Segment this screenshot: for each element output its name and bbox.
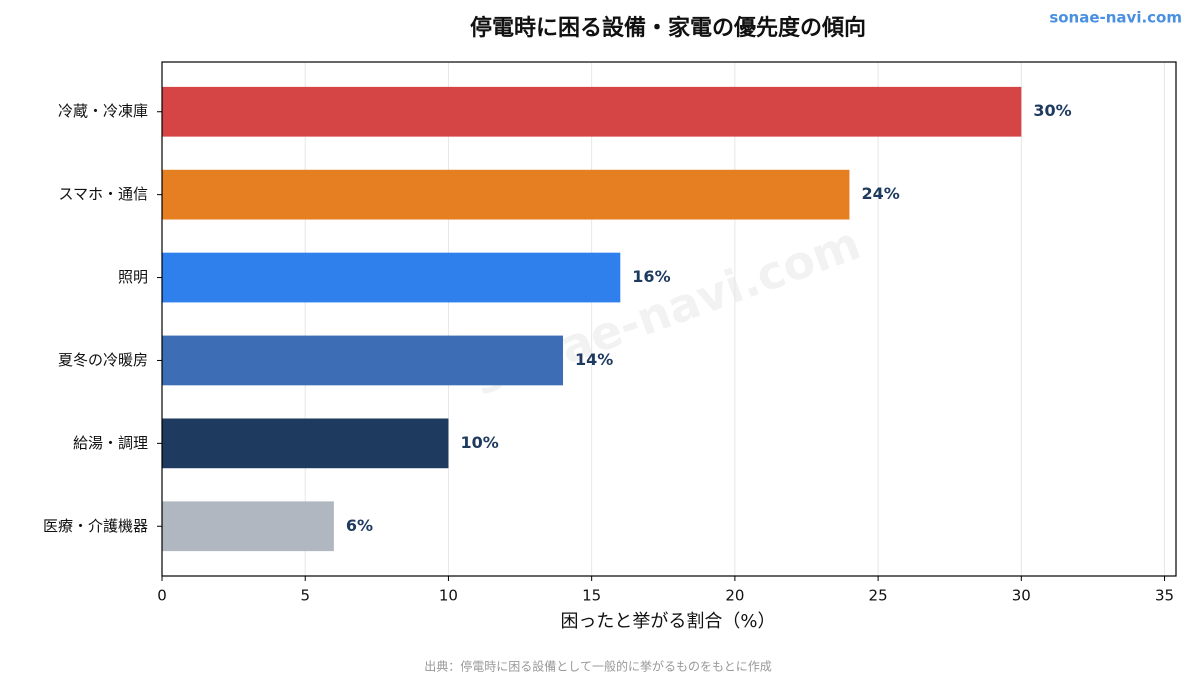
x-tick-label: 25: [869, 587, 888, 605]
y-tick-label: 医療・介護機器: [43, 517, 148, 535]
source-note: 出典：停電時に困る設備として一般的に挙がるものをもとに作成: [424, 659, 771, 674]
y-tick-label: 夏冬の冷暖房: [58, 351, 148, 369]
value-label: 24%: [861, 184, 899, 203]
y-tick-label: 冷蔵・冷凍庫: [58, 102, 148, 120]
x-axis-label: 困ったと挙がる割合（%）: [560, 611, 775, 632]
bar: [162, 252, 621, 303]
value-label: 6%: [346, 516, 373, 535]
value-label: 10%: [460, 433, 498, 452]
x-tick-label: 30: [1012, 587, 1031, 605]
plot-frame: [161, 61, 1177, 577]
chart-title: 停電時に困る設備・家電の優先度の傾向: [470, 15, 866, 41]
y-tick-label: 給湯・調理: [73, 434, 148, 452]
x-tick-label: 15: [582, 587, 601, 605]
value-label: 16%: [632, 267, 670, 286]
value-label: 30%: [1033, 101, 1071, 120]
x-tick-label: 35: [1155, 587, 1174, 605]
bar: [162, 418, 449, 469]
bar: [162, 501, 334, 552]
x-tick-label: 5: [300, 587, 310, 605]
bar: [162, 169, 850, 220]
value-label: 14%: [575, 350, 613, 369]
y-tick-label: スマホ・通信: [58, 185, 148, 203]
y-tick-label: 照明: [118, 268, 148, 286]
x-tick-label: 0: [157, 587, 167, 605]
brand: sonae-navi.com: [1049, 9, 1182, 27]
bar: [162, 86, 1022, 137]
x-tick-label: 20: [725, 587, 744, 605]
x-tick-label: 10: [439, 587, 458, 605]
bar: [162, 335, 564, 386]
